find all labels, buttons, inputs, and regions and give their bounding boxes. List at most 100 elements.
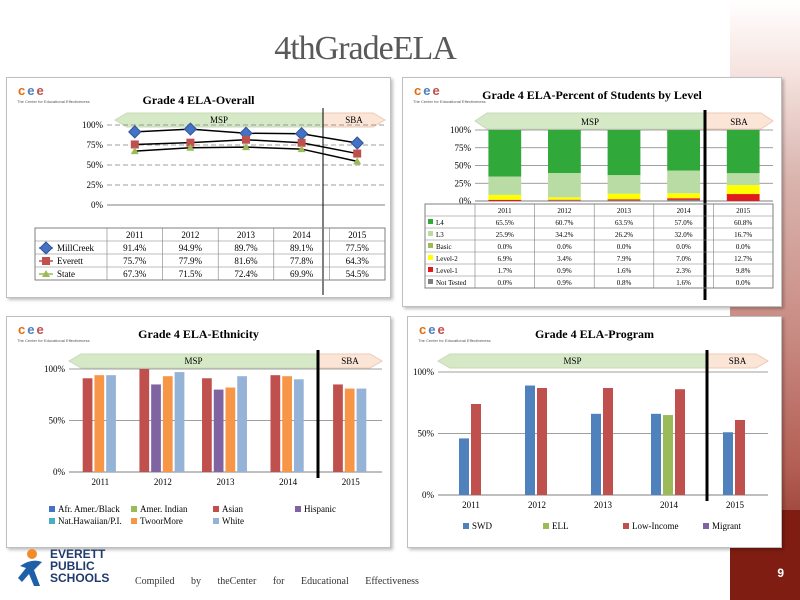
y-tick-label: 100% bbox=[413, 367, 435, 377]
bar bbox=[202, 378, 212, 472]
bar bbox=[735, 419, 745, 495]
x-tick-label: 2012 bbox=[181, 230, 199, 240]
legend-label: State bbox=[57, 269, 75, 279]
data-point bbox=[353, 149, 362, 158]
data-point bbox=[130, 140, 139, 149]
table-cell: 3.4% bbox=[557, 255, 572, 263]
legend-swatch bbox=[428, 279, 433, 284]
legend-swatch bbox=[428, 267, 433, 272]
bar bbox=[237, 376, 247, 472]
y-tick-label: 25% bbox=[87, 180, 104, 190]
bar-segment bbox=[488, 199, 522, 201]
table-cell: 2.3% bbox=[676, 267, 691, 275]
legend-label: L3 bbox=[436, 231, 444, 239]
data-point bbox=[128, 125, 142, 139]
bar bbox=[356, 388, 367, 472]
bar bbox=[270, 375, 281, 472]
table-cell: 34.2% bbox=[555, 231, 573, 239]
x-tick-label: 2012 bbox=[557, 207, 572, 215]
table-cell: 0.0% bbox=[557, 243, 572, 251]
y-tick-label: 100% bbox=[450, 125, 472, 135]
bar bbox=[162, 376, 173, 472]
legend-swatch bbox=[543, 523, 549, 529]
table-cell: 72.4% bbox=[234, 269, 258, 279]
bar bbox=[282, 376, 292, 472]
legend-label: Afr. Amer./Black bbox=[58, 504, 120, 514]
chart-svg: MSP SBA 0% 25% 50% 75% 100% 2011 2012 2013 2014 201… bbox=[34, 108, 386, 295]
table-cell: 0.0% bbox=[736, 243, 751, 251]
data-point bbox=[242, 143, 250, 151]
legend-swatch bbox=[623, 523, 629, 529]
data-point bbox=[186, 138, 195, 147]
bar-segment bbox=[667, 198, 700, 200]
bar-segment bbox=[607, 175, 641, 194]
legend-swatch bbox=[131, 506, 137, 512]
table-cell: 69.9% bbox=[290, 269, 314, 279]
bar-segment bbox=[548, 197, 581, 200]
data-point bbox=[353, 157, 362, 165]
chart-svg: MSP SBA 0% 50% 100% 2011 2012 2013 2014 2015 Afr. … bbox=[44, 350, 383, 526]
bar bbox=[537, 387, 547, 495]
legend-label: SWD bbox=[472, 521, 493, 531]
data-point bbox=[130, 147, 139, 155]
page-number: 9 bbox=[777, 566, 784, 580]
y-tick-label: 100% bbox=[82, 120, 104, 130]
y-tick-label: 50% bbox=[49, 416, 66, 426]
chart-title: Grade 4 ELA-Overall bbox=[142, 93, 255, 107]
table-cell: 67.3% bbox=[123, 269, 147, 279]
logo-line-1: EVERETT bbox=[50, 547, 106, 561]
chart-title: Grade 4 ELA-Program bbox=[534, 327, 655, 341]
bar-segment bbox=[667, 130, 700, 171]
bar bbox=[591, 413, 601, 495]
x-tick-label: 2011 bbox=[498, 207, 512, 215]
table-cell: 81.6% bbox=[234, 256, 258, 266]
x-tick-label: 2012 bbox=[528, 500, 546, 510]
bar-segment bbox=[607, 193, 641, 200]
logo-line-2: PUBLIC bbox=[50, 559, 95, 573]
bar bbox=[344, 388, 355, 472]
table-cell: 89.7% bbox=[234, 243, 258, 253]
table-cell: 6.9% bbox=[498, 255, 513, 263]
legend-label: L4 bbox=[436, 219, 444, 227]
table-cell: 26.2% bbox=[615, 231, 633, 239]
table-cell: 75.7% bbox=[123, 256, 147, 266]
bar bbox=[333, 384, 343, 472]
table-cell: 65.5% bbox=[496, 219, 514, 227]
legend-swatch bbox=[703, 523, 709, 529]
bar-segment bbox=[726, 173, 760, 186]
sba-label: SBA bbox=[345, 115, 363, 125]
table-cell: 0.0% bbox=[617, 243, 632, 251]
table-cell: 1.7% bbox=[498, 267, 513, 275]
table-cell: 0.9% bbox=[557, 279, 572, 287]
y-tick-label: 0% bbox=[459, 196, 472, 206]
bar-segment bbox=[607, 130, 641, 176]
table-cell: 1.6% bbox=[676, 279, 691, 287]
data-point bbox=[297, 138, 306, 147]
bar-segment bbox=[607, 199, 641, 201]
bar bbox=[663, 415, 673, 495]
legend-label: Hispanic bbox=[304, 504, 336, 514]
msp-label: MSP bbox=[184, 356, 202, 366]
legend-swatch bbox=[131, 518, 137, 524]
y-tick-label: 100% bbox=[44, 364, 66, 374]
legend-label: MillCreek bbox=[57, 243, 94, 253]
x-tick-label: 2011 bbox=[91, 477, 109, 487]
bar-segment bbox=[667, 199, 700, 201]
y-tick-label: 75% bbox=[455, 143, 472, 153]
y-tick-label: 75% bbox=[87, 140, 104, 150]
x-tick-label: 2013 bbox=[617, 207, 632, 215]
data-point bbox=[297, 145, 306, 153]
legend-swatch bbox=[428, 231, 433, 236]
bar-segment bbox=[726, 185, 760, 195]
legend-label: Level-2 bbox=[436, 255, 458, 263]
sba-label: SBA bbox=[729, 356, 747, 366]
x-tick-label: 2013 bbox=[237, 230, 256, 240]
table-cell: 77.8% bbox=[290, 256, 314, 266]
x-tick-label: 2013 bbox=[594, 500, 613, 510]
x-tick-label: 2013 bbox=[217, 477, 236, 487]
msp-label: MSP bbox=[563, 356, 581, 366]
